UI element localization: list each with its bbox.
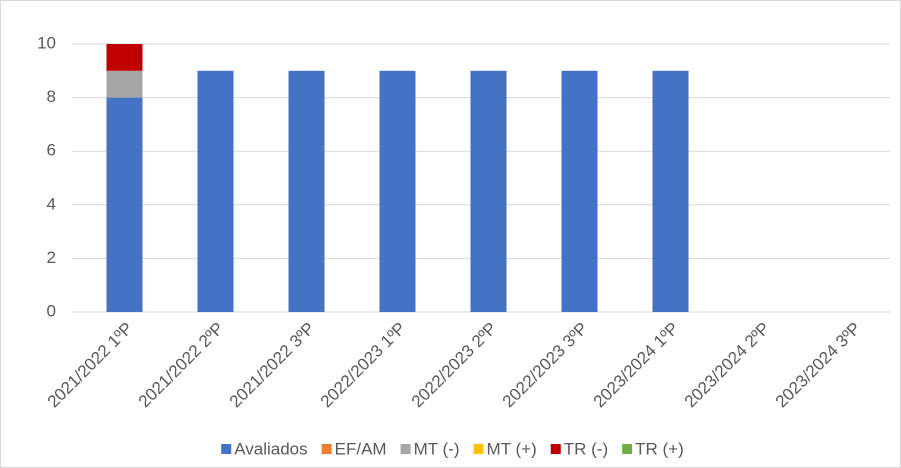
bar-segment <box>379 70 416 312</box>
bar-segment <box>106 44 143 71</box>
legend-label: TR (-) <box>564 439 608 458</box>
legend-label: EF/AM <box>335 439 387 458</box>
bar-segment <box>106 70 143 98</box>
legend-swatch <box>321 444 332 454</box>
legend-swatch <box>622 444 633 454</box>
legend-label: MT (+) <box>487 439 537 458</box>
y-tick-label: 0 <box>47 301 56 320</box>
y-tick-label: 6 <box>47 141 56 160</box>
bar-segment <box>561 70 598 312</box>
legend-label: TR (+) <box>635 439 684 458</box>
bar-segment <box>652 70 689 312</box>
legend-swatch <box>473 444 484 454</box>
legend-swatch <box>221 444 232 454</box>
y-tick-label: 8 <box>47 87 56 106</box>
bar-segment <box>288 70 325 312</box>
legend-label: MT (-) <box>414 439 460 458</box>
y-tick-label: 2 <box>47 248 56 267</box>
legend-swatch <box>550 444 561 454</box>
y-tick-label: 4 <box>47 194 56 213</box>
bar-segment <box>470 70 507 312</box>
bar-segment <box>197 70 234 312</box>
bar-segment <box>106 97 143 312</box>
y-tick-label: 10 <box>37 33 56 52</box>
legend-label: Avaliados <box>234 439 307 458</box>
legend-swatch <box>400 444 411 454</box>
